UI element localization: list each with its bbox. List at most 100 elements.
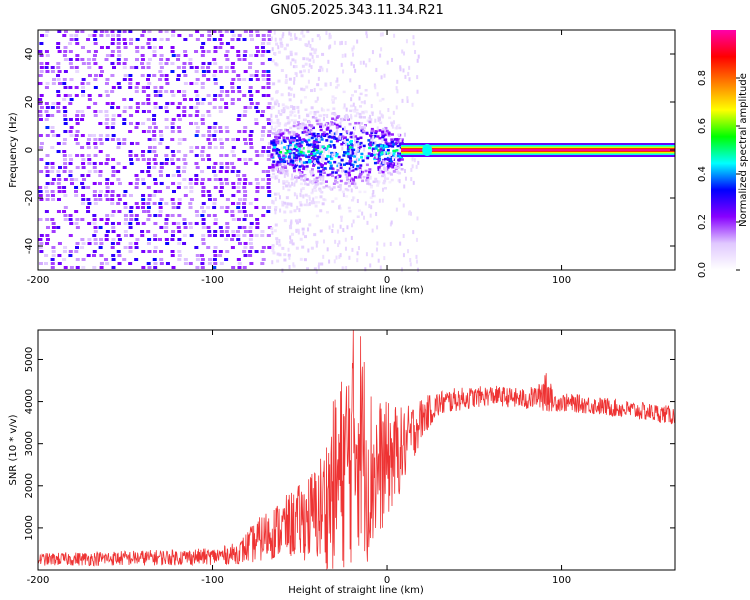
spectrogram-cell bbox=[310, 136, 314, 140]
spectrogram-cell bbox=[230, 38, 235, 41]
spectrogram-cell bbox=[170, 62, 175, 65]
spectrogram-cell bbox=[170, 70, 175, 73]
spectrogram-cell bbox=[359, 125, 362, 130]
spectrogram-cell bbox=[171, 266, 176, 269]
spectrogram-cell bbox=[182, 170, 187, 173]
spectrogram-cell bbox=[319, 135, 323, 139]
spectrogram-y-label: Frequency (Hz) bbox=[8, 112, 19, 188]
spectrogram-cell bbox=[207, 230, 212, 233]
spectrogram-cell bbox=[296, 124, 300, 127]
spectrogram-cell bbox=[68, 234, 73, 237]
spectrogram-cell bbox=[146, 230, 151, 233]
spectrogram-cell bbox=[218, 254, 223, 257]
spectrogram-cell bbox=[282, 162, 286, 166]
spectrogram-cell bbox=[50, 262, 55, 265]
spectrogram-cell bbox=[56, 102, 61, 105]
spectrogram-cell bbox=[219, 42, 224, 45]
spectrogram-cell bbox=[50, 218, 55, 221]
spectrogram-cell bbox=[386, 148, 390, 152]
spectrogram-cell bbox=[277, 45, 280, 50]
spectrogram-cell bbox=[182, 234, 187, 237]
spectrogram-cell bbox=[365, 252, 368, 257]
spectrogram-cell bbox=[159, 166, 164, 169]
spectrogram-cell bbox=[326, 173, 330, 177]
spectrogram-cell bbox=[319, 209, 323, 213]
spectrogram-cell bbox=[111, 254, 116, 257]
spectrogram-cell bbox=[50, 182, 55, 185]
spectrogram-cell bbox=[313, 160, 316, 165]
spectrogram-cell bbox=[383, 157, 387, 161]
spectrogram-cell bbox=[316, 122, 320, 126]
spectrogram-cell bbox=[364, 201, 367, 206]
spectrogram-cell bbox=[363, 190, 367, 194]
spectrogram-cell bbox=[355, 112, 359, 115]
spectrogram-cell bbox=[159, 38, 164, 41]
spectrogram-cell bbox=[182, 94, 187, 97]
spectrogram-cell bbox=[266, 82, 271, 85]
spectrogram-cell bbox=[219, 194, 224, 197]
spectrogram-cell bbox=[176, 226, 181, 229]
spectrogram-cell bbox=[305, 155, 309, 159]
spectrogram-cell bbox=[399, 138, 402, 143]
spectrogram-cell bbox=[177, 130, 182, 133]
spectrogram-cell bbox=[364, 267, 367, 272]
spectrogram-cell bbox=[219, 186, 224, 189]
spectrogram-cell bbox=[135, 102, 140, 105]
spectrogram-cell bbox=[325, 31, 328, 36]
spectrogram-cell bbox=[292, 105, 295, 110]
spectrogram-cell bbox=[309, 170, 313, 174]
spectrogram-cell bbox=[110, 106, 115, 109]
spectrogram-cell bbox=[316, 96, 319, 101]
spectrogram-cell bbox=[74, 178, 79, 181]
spectrogram-cell bbox=[379, 144, 383, 148]
spectrogram-cell bbox=[236, 174, 241, 177]
spectrogram-cell bbox=[347, 150, 351, 154]
spectrogram-cell bbox=[45, 242, 50, 245]
spectrogram-cell bbox=[331, 228, 334, 233]
spectrogram-cell bbox=[298, 37, 302, 41]
spectrogram-cell bbox=[308, 63, 311, 68]
spectrogram-cell bbox=[326, 247, 329, 252]
spectrogram-cell bbox=[363, 125, 366, 130]
spectrogram-cell bbox=[147, 38, 152, 41]
spectrogram-cell bbox=[358, 173, 362, 177]
spectrogram-cell bbox=[194, 50, 199, 53]
spectrogram-cell bbox=[206, 226, 211, 229]
spectrogram-cell bbox=[225, 42, 230, 45]
spectrogram-cell bbox=[243, 142, 248, 145]
spectrogram-cell bbox=[153, 262, 158, 265]
spectrogram-cell bbox=[366, 155, 370, 158]
spectrogram-cell bbox=[93, 142, 98, 145]
spectrogram-cell bbox=[189, 98, 194, 101]
spectrogram-cell bbox=[50, 162, 55, 165]
spectrogram-cell bbox=[298, 165, 302, 168]
spectrogram-cell bbox=[249, 214, 254, 217]
spectrogram-cell bbox=[363, 124, 367, 127]
spectrogram-cell bbox=[362, 116, 366, 119]
spectrogram-y-tick-label: 40 bbox=[24, 48, 35, 61]
spectrogram-cell bbox=[288, 163, 292, 166]
spectrogram-cell bbox=[146, 86, 151, 89]
spectrogram-cell bbox=[255, 218, 260, 221]
spectrogram-cell bbox=[293, 147, 297, 151]
spectrogram-cell bbox=[207, 30, 212, 33]
spectrogram-cell bbox=[350, 177, 354, 180]
spectrogram-cell bbox=[242, 58, 247, 61]
spectrogram-cell bbox=[62, 158, 67, 161]
spectrogram-cell bbox=[310, 168, 314, 171]
spectrogram-cell bbox=[374, 147, 378, 150]
spectrogram-cell bbox=[110, 190, 115, 193]
spectrogram-cell bbox=[111, 230, 116, 233]
spectrogram-cell bbox=[289, 240, 293, 244]
spectrogram-cell bbox=[93, 198, 98, 201]
spectrogram-cell bbox=[194, 162, 199, 165]
spectrogram-cell bbox=[353, 126, 356, 131]
spectrogram-cell bbox=[129, 114, 134, 117]
spectrogram-cell bbox=[360, 101, 364, 104]
spectrogram-cell bbox=[188, 182, 193, 185]
spectrogram-cell bbox=[38, 134, 43, 137]
spectrogram-cell bbox=[45, 62, 50, 65]
spectrogram-cell bbox=[310, 200, 313, 205]
spectrogram-cell bbox=[153, 126, 158, 129]
